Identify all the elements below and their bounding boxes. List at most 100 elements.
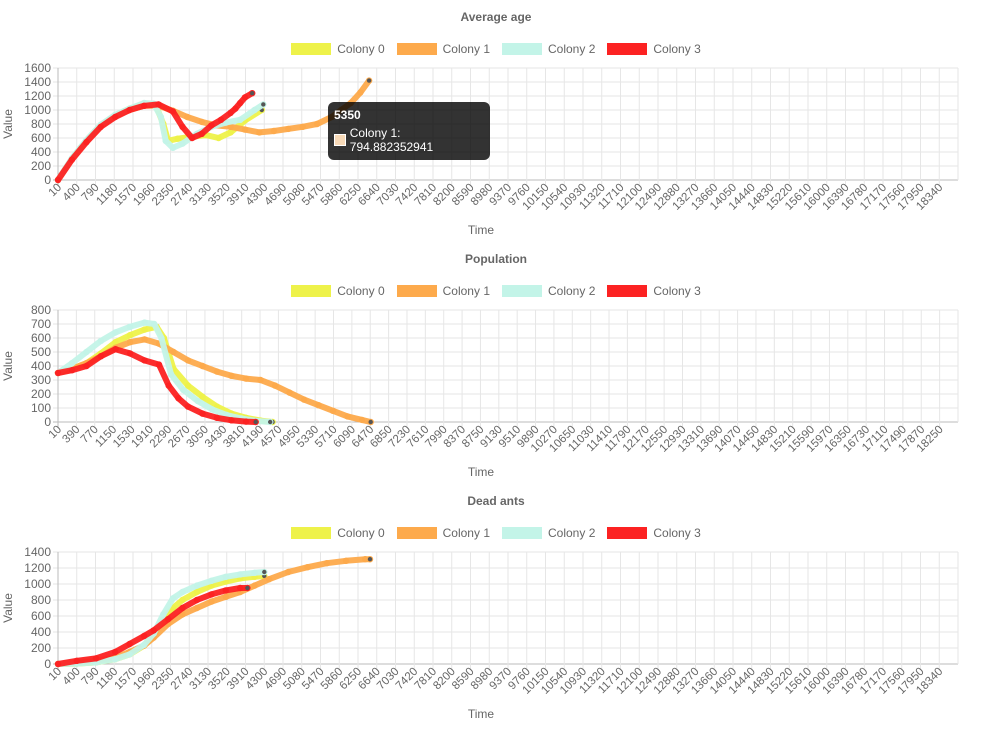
legend-item[interactable]: Colony 3 <box>607 284 701 298</box>
data-point <box>194 397 201 405</box>
y-axis-title: Value <box>1 593 15 623</box>
y-tick-label: 1000 <box>24 103 51 117</box>
data-point <box>167 371 175 378</box>
data-point <box>169 108 177 115</box>
y-tick-label: 200 <box>31 159 51 173</box>
plot-area[interactable]: 0200400600800100012001400104007901180157… <box>0 494 992 736</box>
data-point <box>193 596 201 604</box>
data-point <box>165 382 172 389</box>
series-line <box>55 346 259 425</box>
data-point <box>140 102 148 110</box>
data-point <box>169 144 177 151</box>
data-point <box>199 393 206 400</box>
plot-area[interactable]: 0100200300400500600700800103907701150153… <box>0 252 992 494</box>
legend-item[interactable]: Colony 1 <box>396 526 490 540</box>
legend-item[interactable]: Colony 1 <box>396 42 490 56</box>
y-tick-label: 0 <box>44 173 51 187</box>
tooltip-swatch <box>334 134 346 146</box>
data-point <box>271 382 279 389</box>
data-point <box>300 396 308 403</box>
data-point <box>251 569 258 576</box>
data-point <box>73 657 81 664</box>
data-point <box>141 319 148 326</box>
data-point <box>141 326 148 333</box>
y-tick-label: 600 <box>31 131 51 145</box>
legend-item[interactable]: Colony 2 <box>502 526 595 540</box>
series-end-marker <box>250 91 255 96</box>
y-tick-label: 500 <box>31 345 51 359</box>
data-point <box>198 118 205 126</box>
legend-swatch <box>607 285 648 297</box>
y-tick-label: 200 <box>31 387 51 401</box>
x-axis-title: Time <box>468 223 495 237</box>
legend-label: Colony 2 <box>548 42 596 56</box>
legend-swatch <box>502 43 542 55</box>
data-point <box>158 334 165 342</box>
series-end-marker <box>366 78 372 83</box>
data-point <box>227 109 234 117</box>
legend-swatch <box>291 527 332 539</box>
legend-item[interactable]: Colony 3 <box>607 42 701 56</box>
data-point <box>184 357 192 364</box>
y-tick-label: 800 <box>31 117 51 131</box>
y-axis-title: Value <box>1 109 15 139</box>
data-point <box>83 139 90 146</box>
legend-label: Colony 3 <box>653 284 701 298</box>
series-end-marker <box>367 557 373 562</box>
legend-label: Colony 2 <box>548 526 596 540</box>
data-point <box>222 573 229 580</box>
plot-area[interactable]: 0200400600800100012001400160010400790118… <box>0 10 992 252</box>
legend-swatch <box>502 527 542 539</box>
series-end-marker <box>253 419 258 425</box>
legend-item[interactable]: Colony 0 <box>291 284 385 298</box>
legend-item[interactable]: Colony 0 <box>291 42 385 56</box>
data-point <box>299 123 306 130</box>
tooltip-row: Colony 1: 794.882352941 <box>334 126 484 154</box>
data-point <box>237 116 244 124</box>
data-point <box>170 348 177 356</box>
data-point <box>357 89 364 96</box>
data-point <box>228 372 235 379</box>
y-tick-label: 400 <box>31 625 51 639</box>
data-point <box>112 113 119 121</box>
data-point <box>54 369 62 377</box>
data-point <box>83 362 90 370</box>
legend-label: Colony 0 <box>337 526 385 540</box>
tooltip-title: 5350 <box>334 108 361 122</box>
data-point <box>126 339 134 346</box>
legend-item[interactable]: Colony 2 <box>502 284 595 298</box>
data-point <box>97 337 105 344</box>
data-point <box>126 350 134 357</box>
data-point <box>179 123 186 130</box>
y-tick-label: 400 <box>31 359 51 373</box>
data-point <box>222 593 229 600</box>
data-point <box>92 655 100 662</box>
tooltip-text: Colony 1: 794.882352941 <box>349 126 434 154</box>
data-point <box>155 361 163 368</box>
data-point <box>213 414 221 421</box>
chart-title: Population <box>465 252 527 266</box>
chart-title: Dead ants <box>467 494 525 508</box>
tooltip: 5350 Colony 1: 794.882352941 <box>328 102 490 160</box>
series-end-marker <box>268 419 273 425</box>
data-point <box>112 329 119 336</box>
data-point <box>313 120 321 128</box>
data-point <box>180 386 187 393</box>
legend-item[interactable]: Colony 3 <box>607 526 701 540</box>
data-point <box>323 560 330 567</box>
data-point <box>97 123 105 130</box>
data-point <box>141 357 148 364</box>
y-tick-label: 0 <box>44 415 51 429</box>
legend-swatch <box>607 527 648 539</box>
legend-label: Colony 3 <box>653 526 701 540</box>
x-axis-title: Time <box>468 707 495 721</box>
data-point <box>285 125 292 133</box>
legend: Colony 0 Colony 1 Colony 2 Colony 3 <box>0 284 992 298</box>
legend-item[interactable]: Colony 0 <box>291 526 385 540</box>
data-point <box>54 660 62 668</box>
legend-item[interactable]: Colony 2 <box>502 42 595 56</box>
data-point <box>199 362 206 370</box>
data-point <box>150 627 157 634</box>
data-point <box>126 651 133 658</box>
legend-item[interactable]: Colony 1 <box>396 284 490 298</box>
